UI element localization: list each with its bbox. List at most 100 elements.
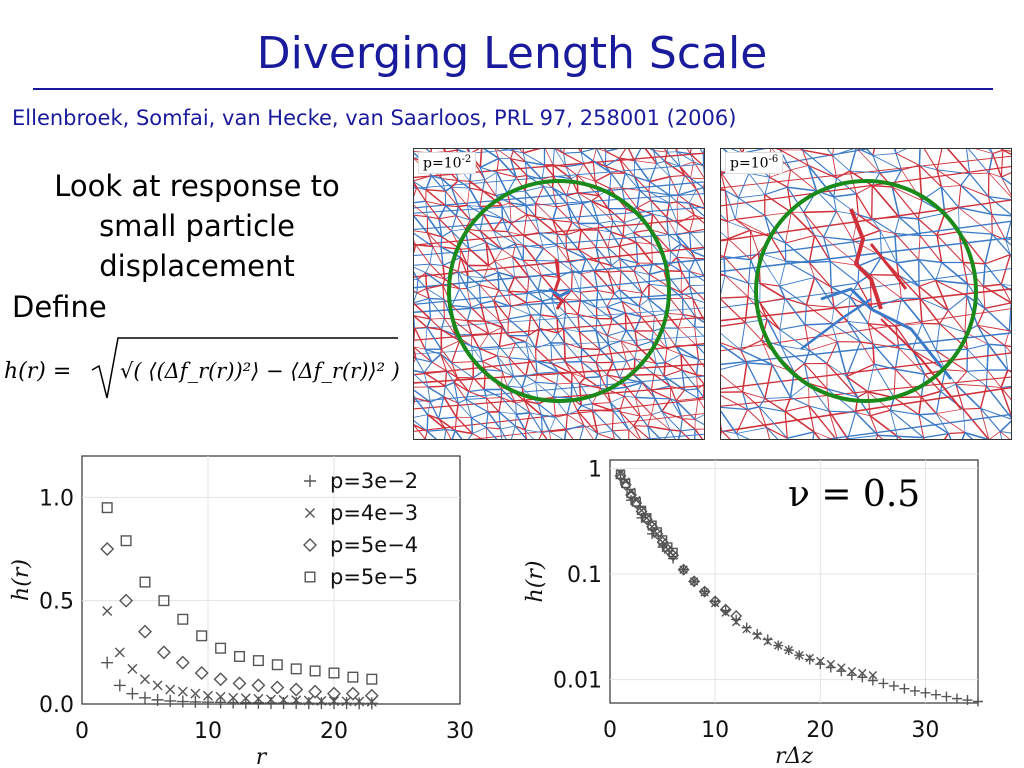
force-chain: [633, 270, 650, 275]
force-chain: [918, 212, 945, 220]
force-chain: [557, 328, 564, 334]
force-chain: [620, 340, 627, 362]
force-chain: [682, 313, 696, 318]
force-chain: [527, 291, 543, 302]
force-chain: [523, 244, 544, 249]
data-point: [699, 586, 710, 597]
force-chain: [649, 181, 670, 196]
force-chain: [535, 381, 557, 385]
force-chain: [675, 389, 686, 402]
force-chain: [455, 416, 473, 435]
data-point: [909, 685, 920, 696]
force-chain: [664, 160, 686, 177]
force-chain: [793, 363, 805, 373]
data-point: [340, 697, 353, 710]
force-chain: [985, 385, 1011, 419]
force-chain: [721, 374, 743, 393]
force-chain: [857, 391, 869, 398]
force-chain: [647, 426, 651, 439]
force-chain: [429, 263, 444, 266]
force-chain: [414, 278, 418, 280]
force-chain: [484, 179, 497, 196]
force-chain: [688, 285, 694, 299]
force-chain: [960, 184, 989, 198]
force-chain: [466, 320, 473, 335]
force-chain: [871, 218, 881, 231]
force-chain: [487, 411, 501, 430]
force-chain: [721, 231, 729, 240]
force-chain: [581, 403, 593, 407]
force-chain: [535, 342, 551, 349]
force-chain: [624, 172, 635, 178]
force-chain: [619, 241, 637, 247]
force-chain: [438, 218, 443, 237]
force-chain: [566, 248, 587, 260]
force-chain: [746, 362, 773, 366]
force-chain: [896, 258, 919, 264]
force-chain: [896, 262, 900, 276]
force-chain: [648, 298, 655, 316]
force-chain: [425, 149, 432, 154]
force-chain: [599, 344, 610, 351]
force-chain: [513, 375, 526, 378]
force-chain: [457, 206, 471, 221]
force-chain: [509, 202, 527, 216]
force-chain: [988, 149, 993, 154]
force-chain: [414, 239, 417, 245]
data-point: [878, 678, 889, 689]
force-chain: [580, 149, 596, 153]
force-chain: [524, 400, 539, 405]
force-chain: [525, 202, 536, 206]
force-chain: [498, 289, 512, 307]
force-chain: [727, 218, 736, 223]
force-chain: [414, 342, 704, 376]
force-chain: [443, 299, 445, 319]
force-chain: [895, 325, 913, 351]
force-chain: [440, 354, 448, 372]
force-chain: [426, 326, 442, 331]
force-chain: [889, 397, 895, 411]
force-chain: [485, 411, 489, 428]
force-chain: [429, 246, 434, 265]
force-chain: [872, 343, 896, 370]
data-point: [304, 571, 316, 583]
force-chain: [549, 429, 567, 433]
force-chain: [508, 314, 531, 320]
data-point: [846, 670, 857, 681]
force-chain: [591, 409, 613, 432]
force-chain: [457, 402, 472, 419]
force-chain: [417, 272, 427, 280]
data-point: [615, 473, 626, 484]
force-chain: [414, 214, 429, 234]
force-chain: [467, 275, 480, 286]
force-chain: [414, 363, 704, 384]
force-chain: [577, 314, 581, 332]
force-chain: [467, 320, 490, 335]
data-point: [783, 645, 794, 656]
force-chain: [921, 323, 937, 351]
force-chain: [552, 219, 567, 236]
force-chain: [804, 324, 810, 351]
force-chain: [453, 381, 470, 393]
force-chain: [509, 202, 527, 206]
data-point: [303, 695, 314, 706]
force-chain: [664, 429, 671, 439]
force-chain: [895, 368, 925, 375]
force-chain: [621, 301, 626, 314]
data-point: [804, 654, 815, 665]
force-chain: [445, 381, 455, 387]
force-chain: [557, 233, 567, 236]
force-chain: [1000, 387, 1011, 401]
force-chain: [414, 200, 426, 204]
force-chain: [980, 407, 1011, 420]
force-chain: [526, 213, 536, 218]
force-chain: [989, 149, 994, 154]
force-chain: [453, 382, 467, 400]
force-chain: [515, 341, 526, 344]
force-chain: [690, 250, 696, 259]
force-chain: [416, 292, 430, 299]
force-chain: [460, 247, 469, 250]
force-chain: [445, 190, 459, 207]
force-chain: [571, 373, 580, 384]
force-chain: [1000, 284, 1011, 304]
